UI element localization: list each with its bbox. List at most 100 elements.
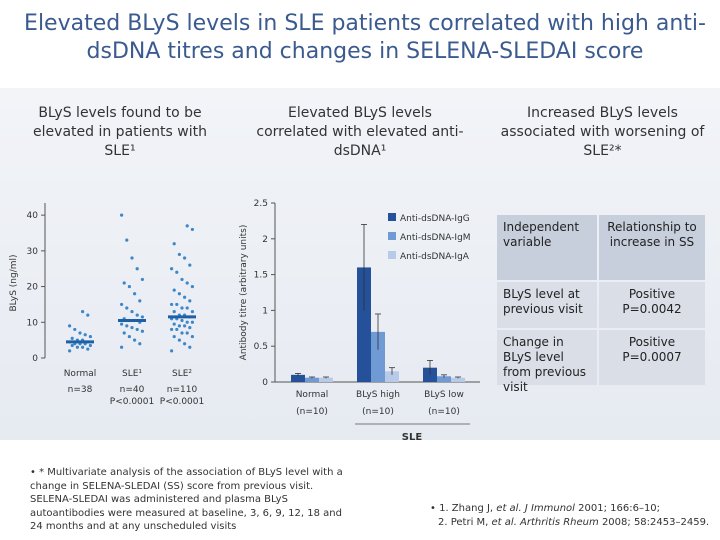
data-dot — [185, 331, 189, 335]
data-dot — [140, 329, 144, 333]
data-dot — [183, 295, 187, 299]
table-cell: Positive P=0.0007 — [599, 330, 705, 385]
y-tick-label: 0 — [262, 378, 268, 388]
y-tick-label: 1.5 — [254, 271, 268, 281]
data-dot — [190, 309, 194, 314]
data-dot — [130, 256, 134, 260]
legend-swatch — [388, 251, 396, 259]
x-tick-label: SLE¹ — [122, 369, 142, 379]
data-dot — [188, 263, 192, 267]
y-tick-label: 2.5 — [254, 199, 268, 209]
legend-label: Anti-dsDNA-IgM — [400, 233, 471, 243]
y-tick-label: 1 — [262, 306, 268, 316]
n-label: n=38 — [68, 385, 93, 395]
ref-text: et al. Arthritis Rheum — [491, 516, 599, 528]
data-dot — [172, 309, 176, 314]
data-dot — [177, 324, 181, 328]
legend-label: Anti-dsDNA-IgA — [400, 252, 470, 262]
x-tick-label: Normal — [64, 369, 97, 379]
data-dot — [175, 270, 179, 274]
x-group-label: SLE — [402, 432, 423, 443]
y-tick-label: 2 — [262, 235, 268, 245]
data-dot — [175, 302, 179, 307]
data-dot — [120, 213, 124, 217]
data-dot — [86, 313, 90, 317]
data-dot — [127, 284, 131, 289]
data-dot — [83, 333, 87, 337]
data-dot — [81, 345, 85, 349]
data-dot — [138, 299, 142, 303]
legend-label: Anti-dsDNA-IgG — [400, 214, 470, 224]
data-dot — [88, 334, 92, 339]
data-dot — [73, 327, 77, 332]
data-dot — [138, 342, 142, 346]
bar — [319, 377, 333, 382]
data-dot — [170, 302, 174, 307]
y-tick-label: 20 — [27, 283, 39, 293]
bar — [385, 371, 399, 382]
data-dot — [88, 343, 92, 348]
data-dot — [188, 326, 192, 330]
column-header: Elevated BLyS levels correlated with ele… — [256, 105, 464, 159]
footnote: • * Multivariate analysis of the associa… — [30, 467, 343, 532]
data-dot — [70, 343, 74, 348]
data-dot — [170, 349, 174, 353]
data-dot — [188, 345, 192, 349]
table-cell: Relationship to increase in SS — [599, 215, 705, 280]
data-dot — [125, 238, 129, 242]
data-dot — [133, 338, 137, 342]
x-tick-label: SLE² — [172, 369, 192, 379]
data-dot — [68, 324, 72, 328]
data-dot — [70, 336, 74, 340]
table-cell: Positive P=0.0042 — [599, 282, 705, 328]
bar — [357, 267, 371, 382]
data-dot — [190, 227, 194, 232]
data-dot — [130, 309, 134, 314]
column-header: Increased BLyS levels associated with wo… — [500, 105, 705, 159]
data-dot — [185, 224, 189, 228]
reference: • 1. Zhang J, et al. J Immunol 2001; 166… — [430, 503, 661, 514]
data-dot — [183, 256, 187, 260]
data-dot — [120, 302, 124, 307]
data-dot — [140, 315, 144, 319]
ref-text: 1. Zhang J, — [439, 503, 497, 514]
data-dot — [135, 313, 139, 317]
data-dot — [170, 267, 174, 271]
data-dot — [180, 277, 184, 282]
legend-swatch — [388, 232, 396, 240]
y-tick-label: 40 — [27, 211, 39, 221]
ref-text: 2001; 166:6–10; — [574, 503, 661, 514]
data-dot — [68, 349, 72, 353]
data-dot — [122, 331, 126, 335]
data-dot — [130, 326, 134, 330]
data-dot — [180, 306, 184, 310]
ref-text: et al. J Immunol — [496, 503, 575, 514]
y-axis-label: BLyS (ng/ml) — [9, 254, 19, 311]
data-dot — [190, 334, 194, 339]
data-dot — [177, 252, 181, 257]
data-dot — [183, 324, 187, 328]
data-dot — [180, 318, 184, 323]
data-dot — [125, 324, 129, 328]
n-label: (n=10) — [428, 407, 460, 417]
y-tick-label: 10 — [27, 318, 39, 328]
ref-text: 2. Petri M, — [438, 516, 492, 528]
data-dot — [190, 284, 194, 289]
data-dot — [120, 345, 124, 349]
bar — [437, 376, 451, 382]
legend-swatch — [388, 213, 396, 221]
n-label: (n=10) — [296, 407, 328, 417]
data-dot — [185, 320, 189, 324]
n-label: n=40 — [120, 385, 145, 395]
data-dot — [183, 342, 187, 346]
data-dot — [190, 320, 194, 324]
table-cell: Change in BLyS level from previous visit — [497, 330, 597, 394]
data-dot — [177, 292, 181, 296]
data-dot — [185, 281, 189, 285]
data-dot — [172, 334, 176, 339]
data-dot — [125, 306, 129, 310]
column-header: BLyS levels found to be elevated in pati… — [33, 105, 207, 159]
x-tick-label: BLyS low — [424, 390, 464, 400]
y-axis-label: Antibody titre (arbitrary units) — [239, 225, 249, 361]
